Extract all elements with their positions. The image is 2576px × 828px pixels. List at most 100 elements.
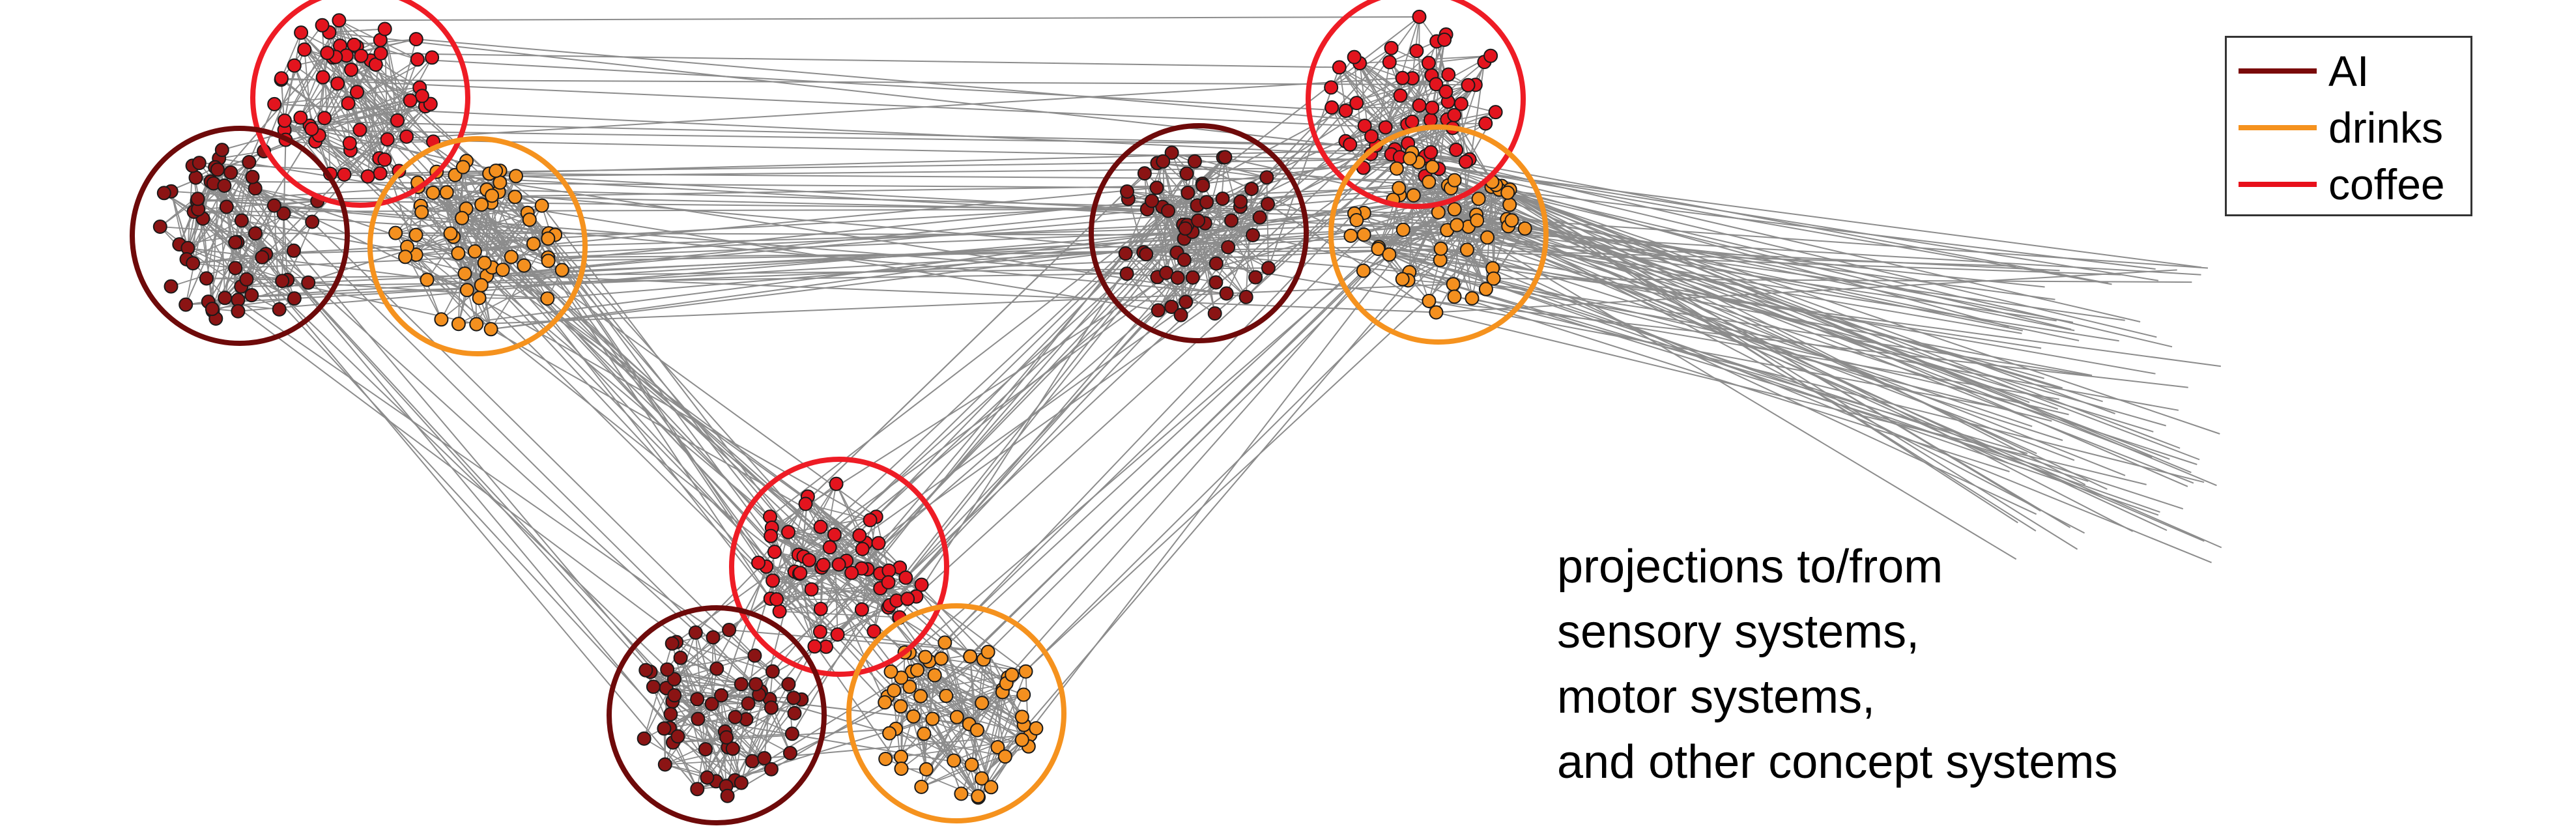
node-coffee — [830, 627, 845, 642]
node-ai — [186, 256, 201, 271]
node-coffee — [1357, 119, 1372, 134]
node-ai — [749, 677, 764, 692]
node-coffee — [360, 169, 375, 184]
cluster-ring-bottom-drinks — [846, 603, 1066, 823]
node-drinks — [541, 253, 556, 268]
node-ai — [638, 663, 653, 678]
node-drinks — [1403, 151, 1418, 166]
cluster-ring-top-right-ai — [1089, 123, 1309, 343]
node-ai — [1191, 213, 1206, 228]
node-drinks — [927, 668, 942, 683]
node-ai — [665, 636, 680, 651]
node-drinks — [434, 312, 449, 327]
node-coffee — [274, 71, 289, 86]
node-coffee — [1412, 9, 1427, 24]
node-ai — [1259, 170, 1274, 185]
node-drinks — [971, 789, 986, 804]
node-drinks — [1406, 188, 1421, 203]
node-drinks — [472, 291, 487, 306]
node-coffee — [317, 111, 332, 126]
legend-swatch-coffee — [2239, 182, 2317, 187]
cluster-ring-top-left-ai — [130, 126, 350, 346]
node-drinks — [1014, 709, 1029, 724]
node-ai — [719, 730, 734, 745]
node-ai — [228, 261, 243, 276]
node-drinks — [974, 771, 989, 786]
node-coffee — [1458, 154, 1473, 169]
node-ai — [657, 721, 672, 736]
node-coffee — [1393, 88, 1408, 103]
node-ai — [1187, 154, 1202, 169]
node-ai — [734, 677, 749, 692]
node-coffee — [871, 535, 886, 550]
node-ai — [272, 302, 287, 317]
node-coffee — [831, 557, 846, 572]
node-ai — [782, 746, 797, 760]
node-drinks — [388, 225, 403, 240]
node-ai — [670, 729, 685, 744]
node-coffee — [1338, 104, 1353, 118]
node-drinks — [522, 212, 537, 227]
node-ai — [1185, 270, 1200, 285]
node-drinks — [1029, 721, 1044, 735]
node-drinks — [451, 317, 466, 332]
caption-line-1: projections to/from — [1557, 541, 1943, 593]
node-drinks — [1478, 281, 1493, 296]
node-drinks — [1389, 161, 1404, 176]
node-ai — [234, 213, 249, 228]
node-drinks — [913, 689, 928, 704]
node-ai — [688, 625, 703, 640]
node-drinks — [509, 169, 523, 184]
legend: AI drinks coffee — [2225, 36, 2472, 216]
node-coffee — [863, 513, 878, 528]
node-coffee — [855, 541, 870, 556]
node-drinks — [1447, 173, 1462, 188]
node-drinks — [1471, 192, 1486, 207]
node-ai — [1209, 275, 1224, 290]
node-coffee — [827, 527, 842, 542]
node-coffee — [1378, 120, 1393, 135]
legend-label-drinks: drinks — [2328, 104, 2444, 152]
node-ai — [706, 630, 721, 645]
node-ai — [667, 688, 682, 703]
node-drinks — [1500, 185, 1515, 200]
node-ai — [1151, 303, 1166, 318]
node-ai — [1246, 228, 1260, 242]
node-coffee — [1382, 55, 1397, 70]
node-coffee — [304, 122, 319, 136]
cluster-ring-top-left-drinks — [367, 136, 588, 356]
node-coffee — [829, 476, 844, 491]
node-ai — [1179, 294, 1194, 309]
node-ai — [156, 186, 171, 201]
node-drinks — [1371, 242, 1386, 256]
node-drinks — [414, 205, 429, 220]
node-drinks — [917, 726, 932, 741]
node-drinks — [1392, 180, 1407, 195]
node-ai — [673, 650, 688, 665]
node-ai — [231, 304, 246, 319]
node-coffee — [332, 13, 347, 28]
node-coffee — [1405, 114, 1420, 129]
node-coffee — [1395, 70, 1410, 85]
node-ai — [725, 741, 740, 756]
node-drinks — [1422, 175, 1437, 190]
node-coffee — [294, 25, 309, 40]
node-ai — [764, 700, 779, 715]
node-ai — [1149, 180, 1164, 195]
node-ai — [275, 274, 290, 289]
node-ai — [255, 250, 270, 264]
legend-swatch-drinks — [2239, 125, 2317, 130]
node-ai — [242, 154, 257, 169]
node-drinks — [878, 752, 893, 766]
node-coffee — [277, 113, 292, 128]
caption-line-3: motor systems, — [1557, 671, 1876, 723]
node-drinks — [459, 283, 474, 298]
node-coffee — [781, 524, 795, 539]
node-ai — [646, 679, 661, 694]
node-coffee — [377, 152, 392, 167]
node-drinks — [451, 246, 466, 261]
node-drinks — [1422, 294, 1437, 308]
node-coffee — [866, 624, 881, 638]
node-drinks — [1480, 230, 1495, 245]
node-ai — [210, 162, 225, 177]
